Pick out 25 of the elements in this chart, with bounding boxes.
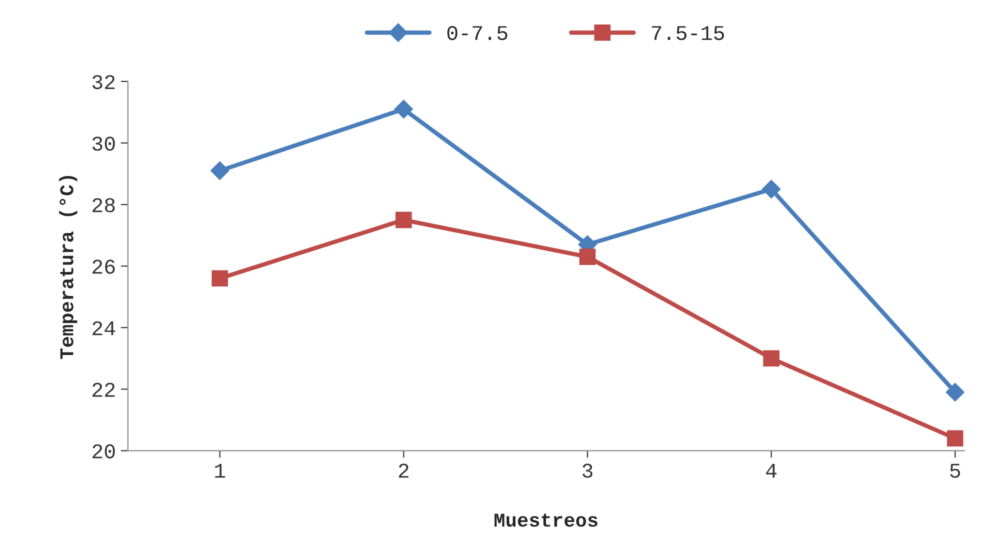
y-tick-label: 26 xyxy=(92,260,115,274)
y-tick-label: 24 xyxy=(92,321,116,336)
legend-label: 0-7.5 xyxy=(447,26,508,40)
y-tick-label: 20 xyxy=(92,444,115,458)
y-axis-title: Temperatura (°C) xyxy=(59,176,78,359)
point xyxy=(396,212,412,228)
point xyxy=(763,350,780,367)
point xyxy=(762,180,781,199)
point xyxy=(579,248,596,265)
y-tick-label: 32 xyxy=(92,75,115,90)
y-tick-label: 28 xyxy=(92,198,115,212)
point xyxy=(946,382,964,402)
point xyxy=(212,270,228,287)
y-tick-label: 22 xyxy=(92,382,115,397)
point xyxy=(394,100,414,118)
x-tick-label: 2 xyxy=(398,464,408,478)
x-tick-label: 3 xyxy=(582,464,592,478)
x-tick-label: 5 xyxy=(950,464,960,478)
point xyxy=(946,430,964,447)
point xyxy=(210,161,230,180)
legend-label: 7.5-15 xyxy=(652,26,724,40)
y-tick-label: 30 xyxy=(92,136,115,151)
x-tick-label: 1 xyxy=(215,464,226,478)
x-tick-label: 4 xyxy=(766,464,776,478)
x-axis-title: Muestreos xyxy=(494,514,598,527)
